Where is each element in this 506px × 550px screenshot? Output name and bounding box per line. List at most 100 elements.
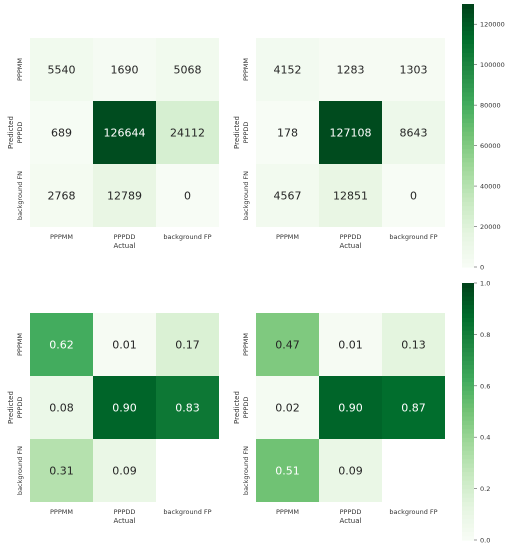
y-tick-label-3-0: PPPMM bbox=[242, 333, 250, 356]
colorbar-segment-1-58 bbox=[462, 287, 474, 293]
colorbar-segment-0-56 bbox=[462, 17, 474, 23]
heatmap-cell-0-1-0 bbox=[30, 101, 93, 164]
colorbar-segment-0-22 bbox=[462, 166, 474, 172]
colorbar-segment-1-51 bbox=[462, 317, 474, 323]
cell-value-2-1-0: 0.08 bbox=[49, 402, 74, 415]
cell-value-3-1-2: 0.87 bbox=[401, 402, 426, 415]
colorbar-tick-label-0-4: 80000 bbox=[480, 102, 501, 110]
y-axis-label-1: Predicted bbox=[233, 116, 241, 149]
x-axis-label-3: Actual bbox=[340, 517, 362, 525]
colorbar-segment-1-56 bbox=[462, 295, 474, 301]
cell-value-0-0-0: 5540 bbox=[48, 64, 76, 77]
colorbar-segment-0-0 bbox=[462, 262, 474, 268]
colorbar-segment-1-38 bbox=[462, 372, 474, 378]
colorbar-tick-label-0-0: 0 bbox=[480, 264, 484, 272]
colorbar-segment-1-49 bbox=[462, 325, 474, 331]
colorbar-segment-0-38 bbox=[462, 96, 474, 102]
colorbar-segment-1-9 bbox=[462, 497, 474, 503]
colorbar-tick-label-1-5: 1.0 bbox=[480, 280, 490, 288]
colorbar-segment-1-14 bbox=[462, 475, 474, 481]
cell-value-1-0-0: 4152 bbox=[274, 64, 302, 77]
colorbar-segment-1-18 bbox=[462, 458, 474, 464]
colorbar-segment-0-28 bbox=[462, 139, 474, 145]
heatmap-cell-0-0-2 bbox=[156, 38, 219, 101]
colorbar-segment-0-27 bbox=[462, 144, 474, 150]
cell-value-2-0-2: 0.17 bbox=[175, 339, 200, 352]
colorbar-segment-0-44 bbox=[462, 69, 474, 75]
y-tick-label-1-1: PPPDD bbox=[242, 122, 250, 144]
colorbar-segment-1-43 bbox=[462, 351, 474, 357]
colorbar-segment-0-2 bbox=[462, 253, 474, 259]
heatmap-cell-3-2-0 bbox=[256, 439, 319, 502]
colorbar-segment-0-59 bbox=[462, 4, 474, 9]
cell-value-1-2-0: 4567 bbox=[274, 190, 302, 203]
x-tick-label-3-2: background FP bbox=[389, 508, 437, 516]
colorbar-segment-1-35 bbox=[462, 385, 474, 391]
cell-value-3-2-0: 0.51 bbox=[275, 465, 300, 478]
colorbar-segment-1-54 bbox=[462, 304, 474, 310]
colorbar-segment-0-51 bbox=[462, 39, 474, 45]
colorbar-segment-0-1 bbox=[462, 258, 474, 264]
colorbar-segment-0-8 bbox=[462, 227, 474, 233]
heatmap-cell-0-2-2 bbox=[156, 164, 219, 227]
colorbar-segment-0-23 bbox=[462, 161, 474, 167]
colorbar-segment-0-30 bbox=[462, 131, 474, 137]
colorbar-segment-1-2 bbox=[462, 527, 474, 533]
heatmap-cell-1-0-1 bbox=[319, 38, 382, 101]
colorbar-segment-1-28 bbox=[462, 415, 474, 421]
colorbar-segment-0-48 bbox=[462, 52, 474, 58]
heatmap-cell-1-1-1 bbox=[319, 101, 382, 164]
y-tick-label-3-2: background FN bbox=[242, 446, 250, 495]
heatmap-cell-2-0-2 bbox=[156, 313, 219, 376]
colorbar-segment-0-12 bbox=[462, 210, 474, 215]
colorbar-segment-1-45 bbox=[462, 342, 474, 348]
colorbar-tick-label-0-3: 60000 bbox=[480, 142, 501, 150]
colorbar-segment-0-19 bbox=[462, 179, 474, 185]
colorbar-segment-0-37 bbox=[462, 100, 474, 106]
heatmap-cell-0-0-0 bbox=[30, 38, 93, 101]
cell-value-1-1-1: 127108 bbox=[330, 127, 372, 140]
colorbar-segment-1-37 bbox=[462, 377, 474, 383]
colorbar-segment-1-23 bbox=[462, 437, 474, 443]
cell-value-1-1-0: 178 bbox=[277, 127, 298, 140]
colorbar-segment-1-47 bbox=[462, 334, 474, 340]
colorbar-segment-1-10 bbox=[462, 492, 474, 498]
cell-value-0-2-0: 2768 bbox=[48, 190, 76, 203]
colorbar-segment-0-18 bbox=[462, 183, 474, 189]
cell-value-0-0-2: 5068 bbox=[174, 64, 202, 77]
x-tick-label-2-0: PPPMM bbox=[50, 508, 73, 516]
colorbar-segment-1-16 bbox=[462, 467, 474, 473]
colorbar-segment-1-46 bbox=[462, 338, 474, 344]
cell-value-1-0-1: 1283 bbox=[337, 64, 365, 77]
colorbar-segment-0-3 bbox=[462, 249, 474, 255]
colorbar-segment-0-26 bbox=[462, 148, 474, 154]
colorbar-segment-0-21 bbox=[462, 170, 474, 176]
cell-value-3-1-1: 0.90 bbox=[338, 402, 363, 415]
colorbar-tick-label-1-0: 0.0 bbox=[480, 537, 490, 545]
cell-value-2-2-0: 0.31 bbox=[49, 465, 74, 478]
colorbar-segment-1-15 bbox=[462, 471, 474, 477]
colorbar-segment-0-16 bbox=[462, 192, 474, 198]
colorbar-tick-label-1-4: 0.8 bbox=[480, 331, 490, 339]
colorbar-segment-0-11 bbox=[462, 214, 474, 220]
colorbar-tick-label-1-3: 0.6 bbox=[480, 382, 490, 390]
colorbar-tick-label-0-1: 20000 bbox=[480, 223, 501, 231]
colorbar-segment-1-31 bbox=[462, 402, 474, 408]
heatmap-cell-0-1-1 bbox=[93, 101, 156, 164]
colorbar-segment-1-1 bbox=[462, 531, 474, 537]
y-tick-label-0-0: PPPMM bbox=[16, 58, 24, 81]
x-axis-label-0: Actual bbox=[114, 242, 136, 250]
y-axis-label-0: Predicted bbox=[7, 116, 15, 149]
x-tick-label-0-1: PPPDD bbox=[114, 233, 136, 241]
cell-value-2-0-0: 0.62 bbox=[49, 339, 74, 352]
y-tick-label-0-2: background FN bbox=[16, 171, 24, 220]
colorbar-segment-1-40 bbox=[462, 364, 474, 370]
colorbar-segment-0-34 bbox=[462, 113, 474, 119]
colorbar-segment-0-7 bbox=[462, 231, 474, 237]
colorbar-segment-1-3 bbox=[462, 522, 474, 528]
cell-value-3-1-0: 0.02 bbox=[275, 402, 300, 415]
cell-value-0-0-1: 1690 bbox=[111, 64, 139, 77]
heatmap-cell-1-1-2 bbox=[382, 101, 445, 164]
colorbar-segment-0-40 bbox=[462, 87, 474, 93]
cell-value-3-0-1: 0.01 bbox=[338, 339, 363, 352]
